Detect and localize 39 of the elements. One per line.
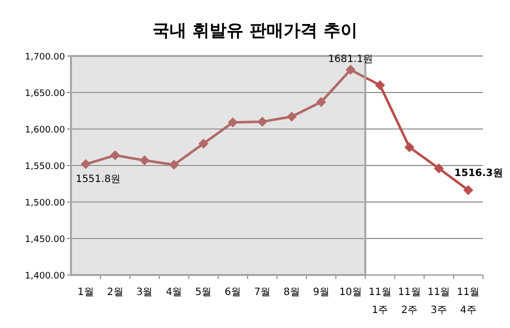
point <box>257 116 268 127</box>
x-tick-label: 8월 <box>284 287 300 298</box>
x-tick-label: 4월 <box>166 287 182 298</box>
x-tick-label: 9월 <box>312 287 330 298</box>
x-tick-label: 11월 2주 <box>398 287 421 316</box>
point <box>346 64 356 75</box>
point <box>169 160 179 170</box>
point <box>286 112 297 122</box>
x-tick-label: 10월 <box>339 287 362 298</box>
y-tick-label: 1,550.00 <box>24 162 66 172</box>
point <box>434 163 444 174</box>
y-tick-label: 1,600.00 <box>24 126 66 136</box>
x-tick-label: 5월 <box>195 287 212 298</box>
point <box>404 142 414 152</box>
x-tick-label: 1월 <box>78 287 94 298</box>
point <box>463 185 474 196</box>
point <box>80 159 91 170</box>
point <box>140 155 150 166</box>
y-tick-label: 1,700.00 <box>24 52 66 62</box>
point <box>228 117 238 128</box>
chart-title: 국내 휘발유 판매가격 추이 <box>152 21 358 41</box>
x-tick-label: 3월 <box>136 287 153 298</box>
x-tick-label: 11월 4주 <box>456 287 480 316</box>
x-tick-label: 2월 <box>106 287 124 298</box>
point <box>375 80 385 90</box>
x-tick-label: 11월 1주 <box>368 287 392 316</box>
point <box>198 138 208 149</box>
y-tick-label: 1,450.00 <box>24 235 66 245</box>
x-tick-label: 11월 3주 <box>427 287 450 316</box>
point <box>316 96 326 107</box>
y-tick-label: 1,650.00 <box>24 89 66 99</box>
annotation: 1551.8원 <box>76 174 121 186</box>
point <box>110 150 120 160</box>
y-tick-label: 1,500.00 <box>24 198 66 208</box>
annotation: 1681.1원 <box>328 54 374 65</box>
x-tick-label: 6월 <box>224 287 242 298</box>
x-tick-label: 7월 <box>254 287 270 298</box>
y-tick-label: 1,400.00 <box>24 272 66 282</box>
annotation: 1516.3원 <box>454 168 503 180</box>
